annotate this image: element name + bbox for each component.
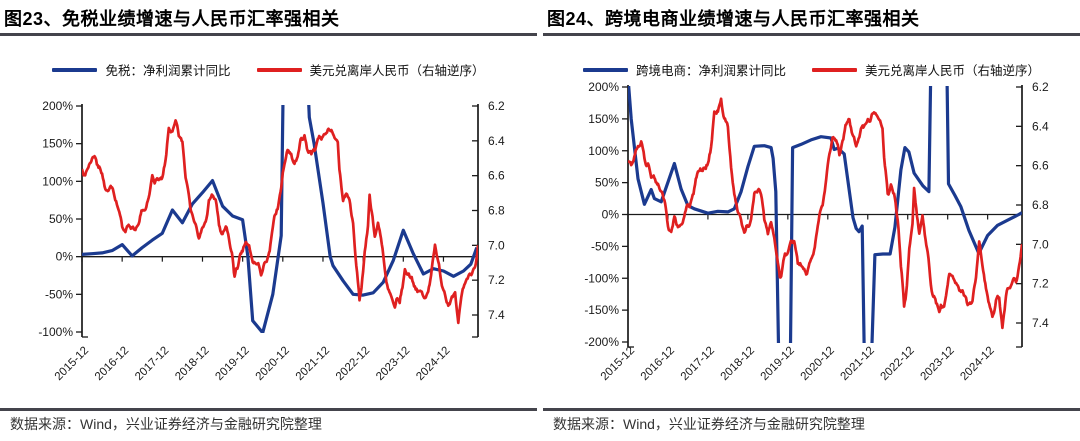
svg-text:2020-12: 2020-12 [254,345,292,383]
svg-text:0%: 0% [602,208,620,222]
svg-text:2023-12: 2023-12 [374,345,412,383]
svg-text:7.0: 7.0 [488,238,505,252]
panel-duty-free: 图23、免税业绩增速与人民币汇率强相关 免税：净利润累计同比 美元兑离岸人民币（… [0,0,537,441]
svg-text:7.2: 7.2 [1032,277,1049,291]
svg-text:2023-12: 2023-12 [918,345,956,383]
svg-text:-50%: -50% [591,239,619,253]
svg-text:2016-12: 2016-12 [93,345,131,383]
legend-label-blue: 免税：净利润累计同比 [105,64,231,78]
svg-text:2021-12: 2021-12 [839,345,877,383]
legend-label-red: 美元兑离岸人民币（右轴逆序） [309,64,485,78]
svg-text:150%: 150% [588,112,619,126]
svg-text:2024-12: 2024-12 [958,345,996,383]
svg-text:7.4: 7.4 [1032,316,1049,330]
svg-text:2019-12: 2019-12 [213,345,251,383]
svg-text:2021-12: 2021-12 [294,345,332,383]
svg-text:2017-12: 2017-12 [133,345,171,383]
panel-cross-border: 图24、跨境电商业绩增速与人民币汇率强相关 跨境电商：净利润累计同比 美元兑离岸… [543,0,1080,441]
svg-text:2020-12: 2020-12 [799,345,837,383]
svg-text:6.2: 6.2 [1032,80,1049,94]
svg-text:6.8: 6.8 [1032,198,1049,212]
svg-text:7.4: 7.4 [488,308,505,322]
legend-label-blue: 跨境电商：净利润累计同比 [635,64,786,78]
svg-text:150%: 150% [42,137,73,151]
svg-text:2022-12: 2022-12 [334,345,372,383]
svg-text:50%: 50% [595,176,619,190]
svg-text:6.8: 6.8 [488,204,505,218]
cross-border-line-chart: 200% 150% 100% 50% 0% -50% -100% -150% -200% 6.2 6… [584,80,1049,383]
legend-label-red: 美元兑离岸人民币（右轴逆序） [865,64,1041,78]
svg-text:2018-12: 2018-12 [719,345,757,383]
svg-text:100%: 100% [588,144,619,158]
data-source-note: 数据来源：Wind，兴业证券经济与金融研究院整理 [10,416,322,432]
legend-line-blue-swatch [582,67,628,72]
svg-text:2015-12: 2015-12 [599,345,637,383]
duty-free-line-chart: 200% 150% 100% 50% 0% -50% -100% 6.2 6.4 6.6 6.8 7.… [38,99,505,383]
svg-text:2017-12: 2017-12 [679,345,717,383]
svg-text:100%: 100% [42,174,73,188]
svg-text:200%: 200% [42,99,73,113]
svg-text:2015-12: 2015-12 [53,345,91,383]
chart-title-duty-free: 图23、免税业绩增速与人民币汇率强相关 [4,9,340,29]
svg-text:7.2: 7.2 [488,273,505,287]
legend-line-red-swatch [812,67,857,72]
svg-text:2019-12: 2019-12 [759,345,797,383]
svg-text:6.4: 6.4 [1032,119,1049,133]
svg-text:-100%: -100% [38,325,73,339]
footer-divider [543,408,1080,411]
legend-line-red-swatch [256,67,302,72]
svg-text:6.2: 6.2 [488,99,505,113]
svg-text:50%: 50% [49,212,73,226]
svg-text:200%: 200% [588,80,619,94]
svg-text:6.6: 6.6 [488,169,505,183]
title-divider [0,33,537,36]
svg-text:0%: 0% [56,250,74,264]
legend-cross-border: 跨境电商：净利润累计同比 美元兑离岸人民币（右轴逆序） [543,60,1080,79]
legend-line-blue-swatch [52,67,98,72]
svg-text:-200%: -200% [584,335,619,349]
svg-text:2024-12: 2024-12 [414,345,452,383]
svg-text:6.4: 6.4 [488,134,505,148]
chart-title-cross-border: 图24、跨境电商业绩增速与人民币汇率强相关 [547,9,920,29]
svg-text:-50%: -50% [45,287,73,301]
svg-text:2022-12: 2022-12 [878,345,916,383]
svg-text:2016-12: 2016-12 [639,345,677,383]
svg-text:-100%: -100% [584,271,619,285]
svg-text:7.0: 7.0 [1032,237,1049,251]
footer-divider [0,408,537,411]
svg-text:-150%: -150% [584,303,619,317]
svg-text:6.6: 6.6 [1032,159,1049,173]
legend-duty-free: 免税：净利润累计同比 美元兑离岸人民币（右轴逆序） [0,60,537,79]
data-source-note: 数据来源：Wind，兴业证券经济与金融研究院整理 [553,416,865,432]
title-divider [543,33,1080,36]
svg-text:2018-12: 2018-12 [173,345,211,383]
